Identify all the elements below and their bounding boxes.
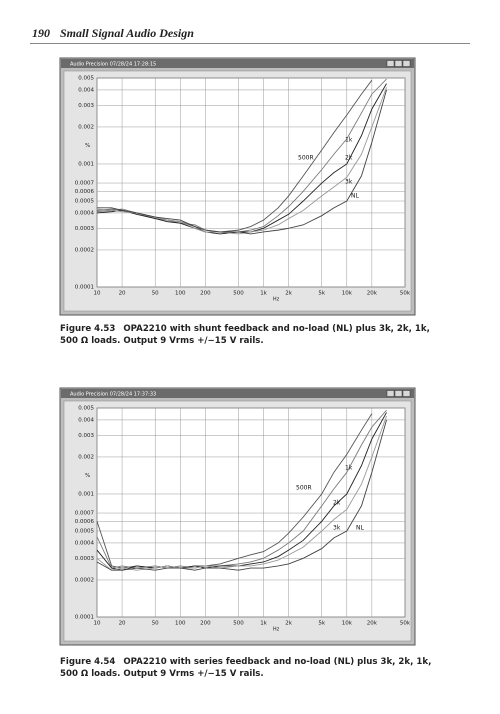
y-tick-label: 0.0003 — [75, 226, 95, 232]
x-tick-label: 200 — [200, 291, 211, 297]
series-line — [97, 89, 387, 235]
y-tick-label: 0.0002 — [75, 577, 94, 583]
series-line — [96, 83, 387, 235]
y-tick-label: 0.0005 — [75, 529, 95, 535]
y-tick-label: 0.001 — [78, 161, 94, 167]
window-button — [394, 390, 403, 397]
page-number: 190 — [32, 26, 50, 40]
x-tick-label: 10k — [342, 621, 353, 627]
header-rule — [30, 43, 470, 44]
caption: Figure 4.53 OPA2210 with shunt feedback a… — [60, 323, 440, 347]
caption-text: OPA2210 with shunt feedback and no-load … — [60, 324, 430, 346]
y-tick-label: 0.0001 — [75, 285, 94, 291]
y-tick-label: 0.0006 — [75, 189, 95, 195]
x-tick-label: 20 — [119, 291, 126, 297]
x-tick-label: 1k — [260, 621, 267, 627]
x-tick-label: 200 — [200, 621, 211, 627]
x-tick-label: 5k — [318, 291, 325, 297]
x-tick-label: 1k — [260, 291, 267, 297]
y-axis-label: % — [85, 473, 90, 479]
window-button — [386, 390, 395, 397]
window-title: Audio Precision 07/28/24 17:37:33 — [70, 392, 156, 398]
window-button — [402, 390, 411, 397]
y-tick-label: 0.004 — [78, 87, 94, 93]
y-tick-label: 0.0004 — [75, 540, 95, 546]
x-tick-label: 20k — [367, 291, 378, 297]
window-title: Audio Precision 07/28/24 17:28:15 — [70, 62, 156, 68]
plot-area — [96, 77, 406, 288]
caption-text: OPA2210 with series feedback and no-load… — [60, 657, 432, 679]
y-tick-label: 0.004 — [78, 417, 94, 423]
x-tick-label: 10 — [94, 621, 101, 627]
curve-label: 3k — [345, 179, 353, 186]
x-tick-label: 10k — [342, 291, 353, 297]
curve-label: 500R — [298, 155, 314, 162]
running-title: Small Signal Audio Design — [60, 26, 194, 40]
caption: Figure 4.54 OPA2210 with series feedback … — [60, 656, 440, 680]
window-button — [402, 60, 411, 67]
running-header: 190 Small Signal Audio Design — [32, 26, 204, 41]
x-tick-label: 50 — [152, 621, 159, 627]
x-tick-label: 2k — [285, 291, 292, 297]
y-tick-label: 0.002 — [78, 124, 94, 130]
x-tick-label: 50k — [400, 621, 411, 627]
curve-label: 1k — [345, 465, 353, 472]
y-tick-label: 0.0003 — [75, 556, 95, 562]
series-line — [96, 419, 387, 571]
x-tick-label: 2k — [285, 621, 292, 627]
y-tick-label: 0.005 — [78, 406, 94, 412]
window-button — [394, 60, 403, 67]
y-tick-label: 0.005 — [78, 76, 94, 82]
caption-label: Figure 4.54 — [60, 657, 116, 667]
curve-label: NL — [356, 525, 364, 532]
y-tick-label: 0.003 — [78, 433, 94, 439]
curve-label: 2k — [345, 155, 353, 162]
x-tick-label: 50 — [152, 291, 159, 297]
x-tick-label: 5k — [318, 621, 325, 627]
curve-label: 1k — [345, 137, 353, 144]
x-tick-label: 10 — [94, 291, 101, 297]
y-tick-label: 0.0001 — [75, 615, 94, 621]
x-tick-label: 500 — [233, 291, 244, 297]
curve-label: 500R — [296, 485, 312, 492]
title-bar — [61, 389, 414, 398]
y-tick-label: 0.002 — [78, 454, 94, 460]
title-bar — [61, 59, 414, 68]
x-tick-label: 500 — [233, 621, 244, 627]
y-tick-label: 0.0006 — [75, 519, 95, 525]
x-tick-label: 100 — [175, 291, 186, 297]
window-button — [386, 60, 395, 67]
caption-label: Figure 4.53 — [60, 324, 116, 334]
y-tick-label: 0.0004 — [75, 210, 95, 216]
curve-label: 3k — [333, 525, 341, 532]
curve-label: 2k — [333, 500, 341, 507]
series-line — [96, 412, 387, 571]
plot-area — [96, 407, 406, 618]
y-tick-label: 0.0005 — [75, 199, 95, 205]
x-tick-label: 20 — [119, 621, 126, 627]
y-tick-label: 0.003 — [78, 103, 94, 109]
x-axis-label: Hz — [273, 297, 280, 303]
y-tick-label: 0.001 — [78, 491, 94, 497]
curve-label: NL — [351, 193, 359, 200]
y-tick-label: 0.0007 — [75, 511, 95, 517]
x-tick-label: 50k — [400, 291, 411, 297]
x-tick-label: 100 — [175, 621, 186, 627]
x-axis-label: Hz — [273, 627, 280, 633]
series-line — [96, 78, 387, 233]
y-tick-label: 0.0002 — [75, 247, 94, 253]
y-tick-label: 0.0007 — [75, 181, 95, 187]
y-axis-label: % — [85, 143, 90, 149]
x-tick-label: 20k — [367, 621, 378, 627]
